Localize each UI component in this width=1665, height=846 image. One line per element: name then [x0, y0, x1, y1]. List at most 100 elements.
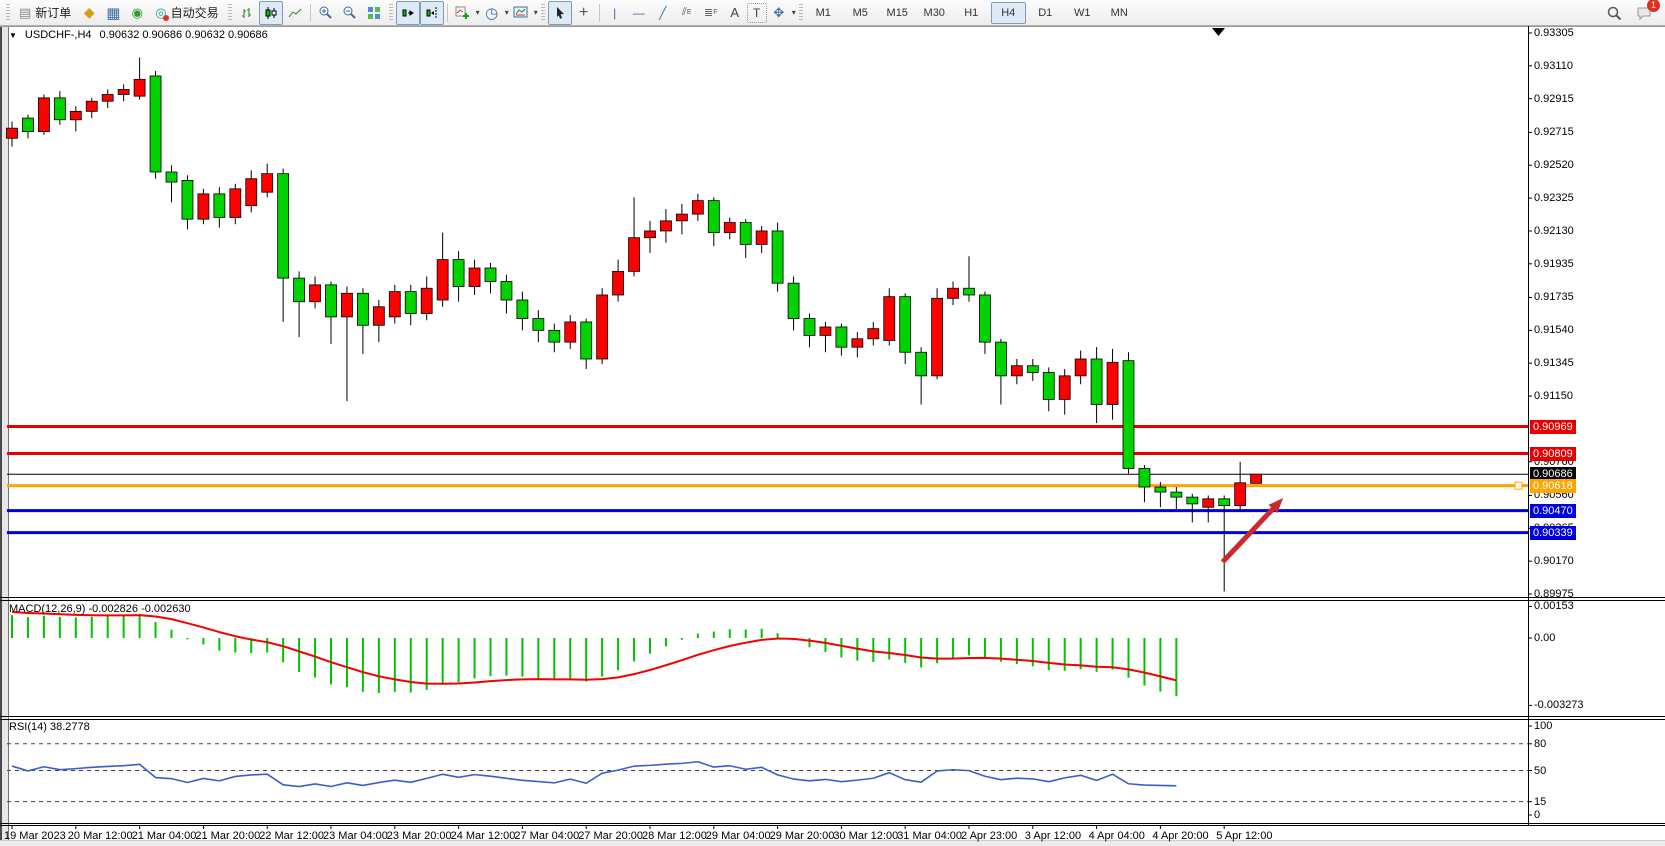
tile-windows-icon[interactable]: [362, 1, 386, 25]
arrow-head[interactable]: [1268, 497, 1284, 513]
candlestick-chart-icon[interactable]: [258, 0, 283, 25]
toolbar-grip[interactable]: [6, 3, 10, 22]
candle-body: [979, 294, 991, 343]
candle-body: [707, 200, 720, 234]
candle-body: [468, 267, 481, 287]
candle-body: [133, 78, 146, 97]
candle-body: [947, 287, 959, 299]
candle-body: [165, 171, 178, 183]
candle-body: [1234, 482, 1247, 506]
chart-shift-icon[interactable]: [419, 0, 444, 25]
zoom-out-icon[interactable]: [338, 1, 362, 25]
rsi-line: [11, 760, 1177, 788]
arrow-annotation[interactable]: [1220, 502, 1280, 564]
timeframe-H4[interactable]: H4: [990, 1, 1026, 24]
hline-price-label: 0.90686: [1530, 467, 1576, 482]
equidistant-channel-icon[interactable]: ⫽ E: [681, 6, 692, 18]
price-tick-label: 0.91150: [1534, 390, 1573, 403]
zoom-in-icon[interactable]: [314, 1, 338, 25]
timeframe-M1[interactable]: M1: [815, 6, 831, 19]
candle-body: [309, 284, 321, 303]
template-icon[interactable]: [509, 1, 533, 25]
period-clock-icon[interactable]: ◷: [485, 4, 499, 22]
toolbar-grip[interactable]: [227, 3, 232, 22]
time-tick-label: 31 Mar 04:00: [897, 830, 963, 842]
candle-body: [22, 117, 34, 132]
dropdown-caret[interactable]: ▾: [504, 8, 509, 17]
time-tick-label: 2 Apr 23:00: [961, 830, 1018, 842]
timeframe-MN[interactable]: MN: [1110, 6, 1128, 19]
autotrading-button[interactable]: ◎ 自动交易: [149, 1, 224, 25]
chat-icon[interactable]: 1: [1632, 0, 1660, 25]
crosshair-icon[interactable]: +: [579, 3, 589, 21]
terminal-icon[interactable]: ▦: [106, 4, 121, 22]
search-icon[interactable]: [1602, 1, 1626, 25]
candle-body: [484, 267, 497, 282]
collapse-indicator-icon[interactable]: ▼: [9, 30, 17, 40]
price-tick-label: 0.91935: [1534, 257, 1574, 270]
new-order-button[interactable]: ▤ 新订单: [13, 1, 77, 25]
left-dock-edge[interactable]: [0, 26, 9, 846]
time-tick-label: 22 Mar 12:00: [259, 830, 325, 842]
time-tick-label: 21 Mar 20:00: [195, 830, 261, 842]
macd-label: MACD(12,26,9) -0.002826 -0.002630: [9, 603, 191, 615]
toolbar-grip[interactable]: [388, 3, 393, 22]
rsi-tick-label: 100: [1534, 720, 1553, 732]
timeframe-M5[interactable]: M5: [852, 6, 868, 19]
trendline-icon[interactable]: ╱: [659, 5, 667, 20]
candle-body: [388, 291, 401, 318]
autotrading-label: 自动交易: [170, 6, 219, 20]
dropdown-caret[interactable]: ▾: [475, 8, 480, 17]
new-order-label: 新订单: [35, 6, 72, 20]
time-tick-label: 4 Apr 04:00: [1088, 830, 1145, 842]
vertical-line-icon[interactable]: |: [613, 5, 617, 20]
candle-body: [69, 110, 82, 121]
candle-body: [293, 277, 306, 303]
candle-body: [117, 89, 130, 95]
chart-shift-marker[interactable]: [1212, 28, 1225, 36]
time-tick-label: 4 Apr 20:00: [1152, 830, 1209, 842]
arrows-shapes-icon[interactable]: ✥: [773, 4, 785, 20]
text-icon[interactable]: A: [730, 5, 740, 20]
market-watch-icon[interactable]: ◆: [83, 4, 95, 20]
candle-body: [197, 193, 210, 220]
cursor-icon[interactable]: [547, 0, 572, 25]
auto-scroll-icon[interactable]: [395, 0, 420, 25]
candle-body: [213, 193, 226, 218]
timeframe-W1[interactable]: W1: [1073, 6, 1091, 19]
candle-body: [1202, 498, 1215, 508]
time-tick-label: 29 Mar 20:00: [769, 830, 835, 842]
add-indicator-icon[interactable]: [451, 1, 475, 25]
time-tick-label: 29 Mar 04:00: [705, 830, 771, 842]
dropdown-caret[interactable]: ▾: [533, 8, 538, 17]
hline-anchor-handle[interactable]: [1514, 481, 1523, 490]
candle-body: [1186, 496, 1199, 505]
candle-body: [420, 287, 433, 314]
timeframe-M30[interactable]: M30: [923, 6, 945, 19]
horizontal-line-icon[interactable]: —: [632, 5, 645, 20]
toolbar-grip[interactable]: [540, 3, 545, 22]
bar-chart-icon[interactable]: [235, 1, 259, 25]
candle-body: [101, 94, 114, 102]
fibonacci-icon[interactable]: ≣ F: [703, 7, 718, 19]
chart-plot[interactable]: [0, 26, 1665, 846]
toolbar-grip[interactable]: [798, 3, 803, 22]
candle-body: [181, 180, 194, 220]
candle-body: [899, 296, 912, 353]
symbol-period-label: USDCHF-,H4: [24, 29, 92, 41]
text-label-icon[interactable]: T: [746, 2, 767, 23]
candle-body: [1042, 372, 1055, 400]
price-tick-label: 0.92715: [1534, 126, 1574, 139]
timeframe-D1[interactable]: D1: [1038, 6, 1053, 19]
price-tick-label: 0.90170: [1534, 555, 1574, 568]
timeframe-H1[interactable]: H1: [964, 6, 979, 19]
candle-body: [372, 306, 385, 326]
line-chart-icon[interactable]: [283, 1, 307, 25]
timeframe-M15[interactable]: M15: [886, 6, 908, 19]
dropdown-caret[interactable]: ▾: [791, 8, 796, 17]
candle-body: [931, 297, 943, 377]
candle-body: [1154, 486, 1167, 493]
candle-body: [676, 213, 688, 222]
signal-icon[interactable]: ◉: [131, 4, 143, 20]
candle-body: [564, 321, 577, 343]
